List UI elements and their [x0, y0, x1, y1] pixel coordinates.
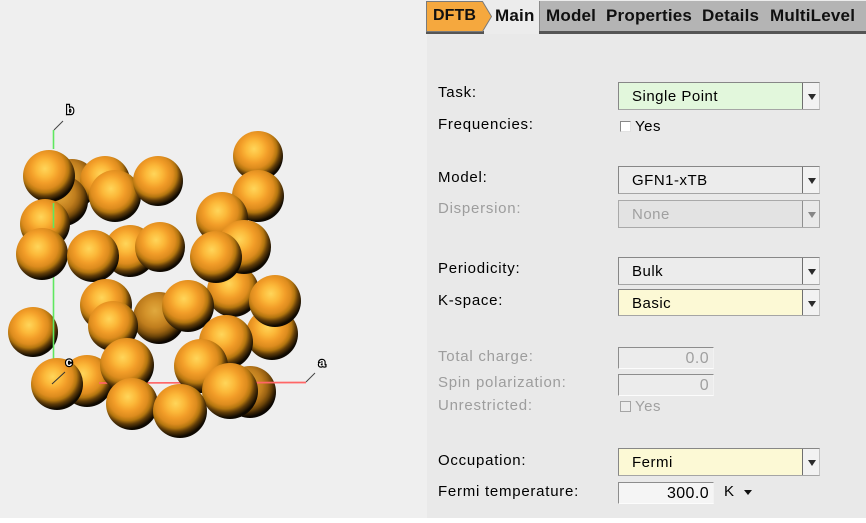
svg-text:c: c	[66, 355, 73, 369]
svg-text:b: b	[66, 103, 73, 117]
svg-text:a: a	[319, 356, 326, 370]
